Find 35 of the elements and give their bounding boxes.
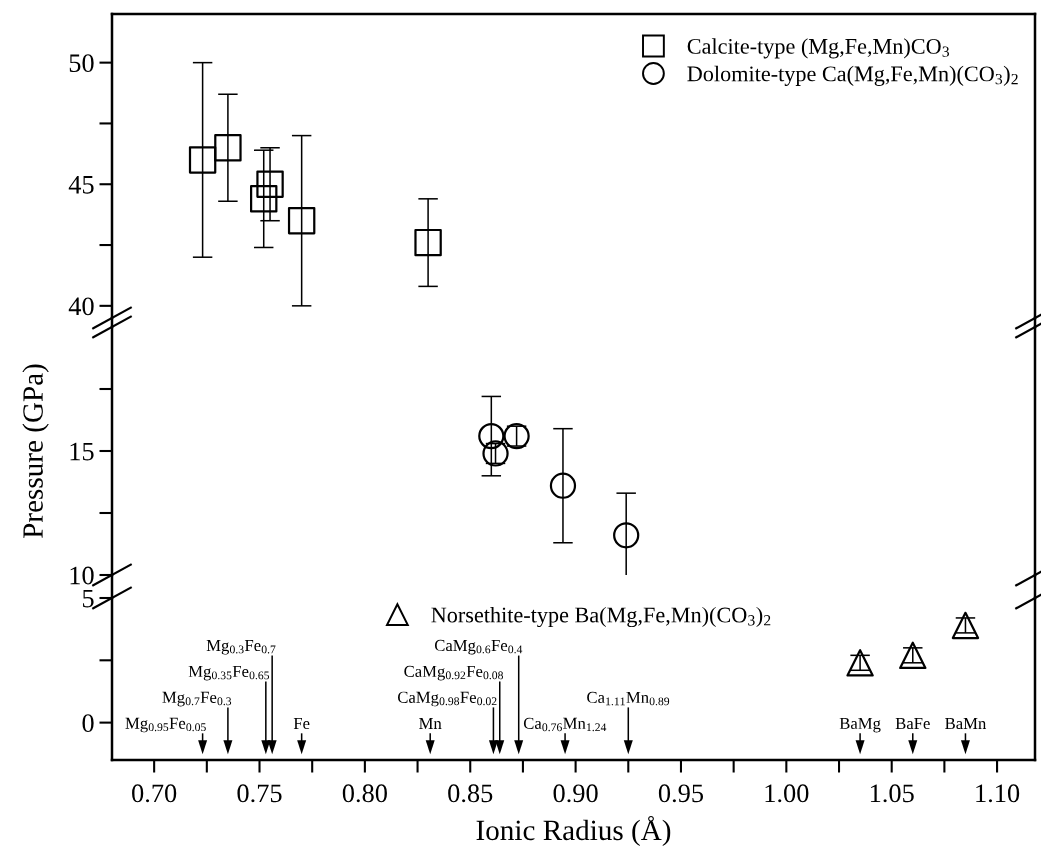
x-tick-label: 1.00	[765, 784, 809, 803]
y-tick-label: 15	[70, 442, 94, 461]
x-tick-label: 0.70	[132, 784, 177, 803]
x-tick-label: 1.05	[870, 784, 914, 803]
ref-line-label: Mn	[419, 718, 442, 729]
x-tick-label: 0.80	[342, 784, 387, 803]
ref-line-label: CaMg$_{0.98}$Fe$_{0.02}$	[397, 691, 497, 707]
ref-line-label: Mg$_{0.7}$Fe$_{0.3}$	[162, 691, 232, 707]
ref-line-label: CaMg$_{0.6}$Fe$_{0.4}$	[434, 639, 523, 655]
legend-label: Norsethite-type Ba(Mg,Fe,Mn)(CO$_{3}$)$_{2}$	[431, 606, 771, 628]
x-tick-label: 0.90	[553, 784, 598, 803]
x-tick-label: 0.75	[237, 784, 282, 803]
ref-line-label: Mg$_{0.35}$Fe$_{0.65}$	[188, 665, 270, 681]
ref-line-label: Ca$_{1.11}$Mn$_{0.89}$	[587, 691, 670, 706]
y-tick-label: 45	[68, 176, 94, 194]
text: Dolomite-type Ca(Mg,Fe,Mn)(CO$_{3}$)$_{2}$	[687, 65, 1018, 86]
ref-line-label: BaFe	[895, 718, 930, 730]
ref-line-label: Mg$_{0.3}$Fe$_{0.7}$	[206, 640, 276, 655]
x-axis-title: Ionic Radius (Å)	[476, 815, 671, 847]
ref-line-label: CaMg$_{0.92}$Fe$_{0.08}$	[404, 665, 503, 681]
ref-line-label: BaMg	[839, 717, 881, 733]
y-axis-title: Pressure (GPa)	[22, 364, 49, 539]
x-tick-label: 0.85	[448, 784, 493, 803]
y-tick-label: 5	[82, 589, 94, 608]
y-tick-label: 10	[70, 566, 94, 585]
ref-line-label: Ca$_{0.76}$Mn$_{1.24}$	[523, 717, 607, 732]
ref-line-label: Mg$_{0.95}$Fe$_{0.05}$	[125, 717, 206, 733]
x-tick-label: 0.95	[658, 784, 704, 803]
y-tick-label: 0	[82, 714, 94, 733]
y-tick-label: 50	[69, 54, 94, 73]
y-tick-label: 40	[68, 297, 94, 316]
ref-line-label: BaMn	[945, 718, 987, 730]
x-tick-label: 1.10	[976, 784, 1020, 803]
legend-label: Calcite-type (Mg,Fe,Mn)CO$_{3}$	[687, 38, 950, 59]
ref-line-label: Fe	[293, 718, 310, 730]
